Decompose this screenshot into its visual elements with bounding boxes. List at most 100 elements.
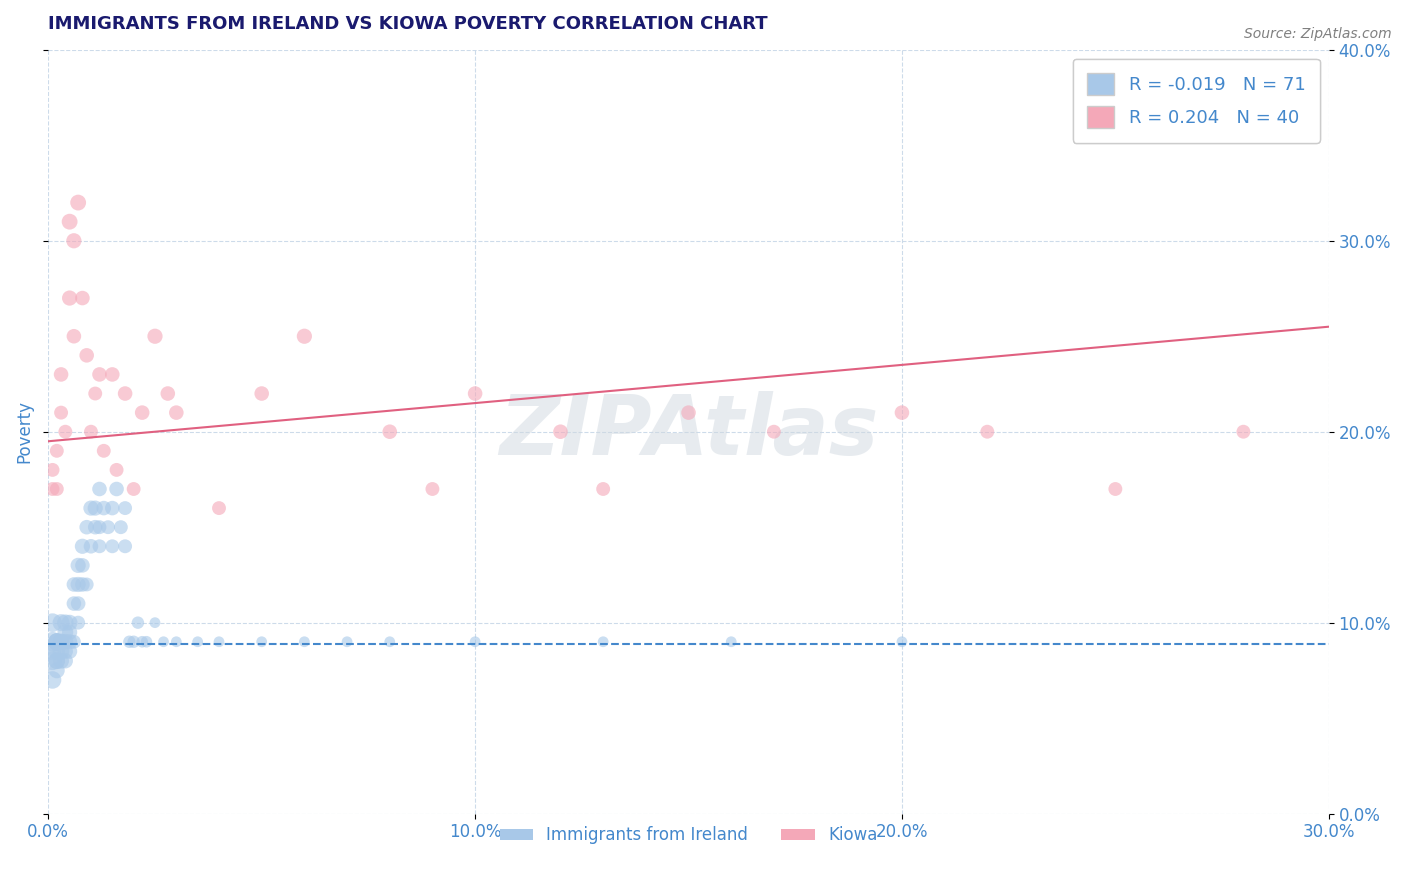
Point <box>59 615 82 630</box>
Point <box>67 577 90 591</box>
Point <box>41 654 63 668</box>
Text: IMMIGRANTS FROM IRELAND VS KIOWA POVERTY CORRELATION CHART: IMMIGRANTS FROM IRELAND VS KIOWA POVERTY… <box>48 15 768 33</box>
Point <box>59 625 82 640</box>
Point <box>84 520 107 534</box>
Point <box>49 368 72 382</box>
Point <box>72 291 94 305</box>
Point <box>101 539 124 553</box>
Point <box>143 615 166 630</box>
Point <box>63 634 86 648</box>
Point <box>101 368 124 382</box>
Point <box>59 634 82 648</box>
Point <box>76 348 98 362</box>
Point <box>59 291 82 305</box>
Point <box>41 615 63 630</box>
Point <box>45 654 67 668</box>
Point <box>105 463 128 477</box>
Point <box>49 644 72 658</box>
Point <box>165 634 187 648</box>
Point <box>131 406 153 420</box>
Point <box>127 615 149 630</box>
Point <box>45 664 67 678</box>
Point <box>45 634 67 648</box>
Point <box>45 634 67 648</box>
Point <box>53 625 76 640</box>
Point <box>890 406 912 420</box>
Point <box>762 425 785 439</box>
Point <box>45 654 67 668</box>
Point <box>53 634 76 648</box>
Point <box>49 634 72 648</box>
Point <box>45 644 67 658</box>
Point <box>292 329 315 343</box>
Legend: R = -0.019   N = 71, R = 0.204   N = 40: R = -0.019 N = 71, R = 0.204 N = 40 <box>1073 59 1320 143</box>
Point <box>250 634 273 648</box>
Point <box>890 634 912 648</box>
Point <box>84 386 107 401</box>
Point <box>105 482 128 496</box>
Point <box>114 386 136 401</box>
Point <box>67 615 90 630</box>
Point <box>72 577 94 591</box>
Point <box>53 615 76 630</box>
Point <box>464 634 486 648</box>
Point <box>422 482 444 496</box>
Point <box>114 539 136 553</box>
Point <box>45 482 67 496</box>
Point <box>63 329 86 343</box>
Text: Source: ZipAtlas.com: Source: ZipAtlas.com <box>1244 27 1392 41</box>
Point <box>101 501 124 516</box>
Point <box>49 406 72 420</box>
Point <box>250 386 273 401</box>
Point <box>53 654 76 668</box>
Point <box>89 539 111 553</box>
Point <box>89 482 111 496</box>
Point <box>93 443 115 458</box>
Point <box>152 634 174 648</box>
Point <box>89 520 111 534</box>
Point <box>84 501 107 516</box>
Point <box>187 634 209 648</box>
Point <box>378 425 401 439</box>
Point <box>114 501 136 516</box>
Point <box>208 501 231 516</box>
Point <box>156 386 179 401</box>
Point <box>41 673 63 687</box>
Y-axis label: Poverty: Poverty <box>15 401 32 463</box>
Point <box>45 634 67 648</box>
Point <box>118 634 141 648</box>
Point <box>63 234 86 248</box>
Point <box>143 329 166 343</box>
Point <box>72 539 94 553</box>
Text: ZIPAtlas: ZIPAtlas <box>499 392 879 472</box>
Point <box>122 634 145 648</box>
Point <box>80 501 103 516</box>
Point <box>41 634 63 648</box>
Point <box>550 425 572 439</box>
Point <box>464 386 486 401</box>
Point <box>678 406 700 420</box>
Point <box>292 634 315 648</box>
Point <box>67 195 90 210</box>
Point <box>592 634 614 648</box>
Point <box>135 634 157 648</box>
Point <box>208 634 231 648</box>
Point <box>110 520 132 534</box>
Point <box>1104 482 1126 496</box>
Point <box>59 644 82 658</box>
Point <box>80 539 103 553</box>
Point <box>49 634 72 648</box>
Point <box>336 634 359 648</box>
Point <box>41 644 63 658</box>
Point <box>97 520 120 534</box>
Point <box>53 425 76 439</box>
Point <box>89 368 111 382</box>
Point <box>131 634 153 648</box>
Point <box>59 215 82 229</box>
Point <box>41 482 63 496</box>
Point <box>976 425 998 439</box>
Point <box>93 501 115 516</box>
Point <box>592 482 614 496</box>
Point <box>41 463 63 477</box>
Point <box>45 443 67 458</box>
